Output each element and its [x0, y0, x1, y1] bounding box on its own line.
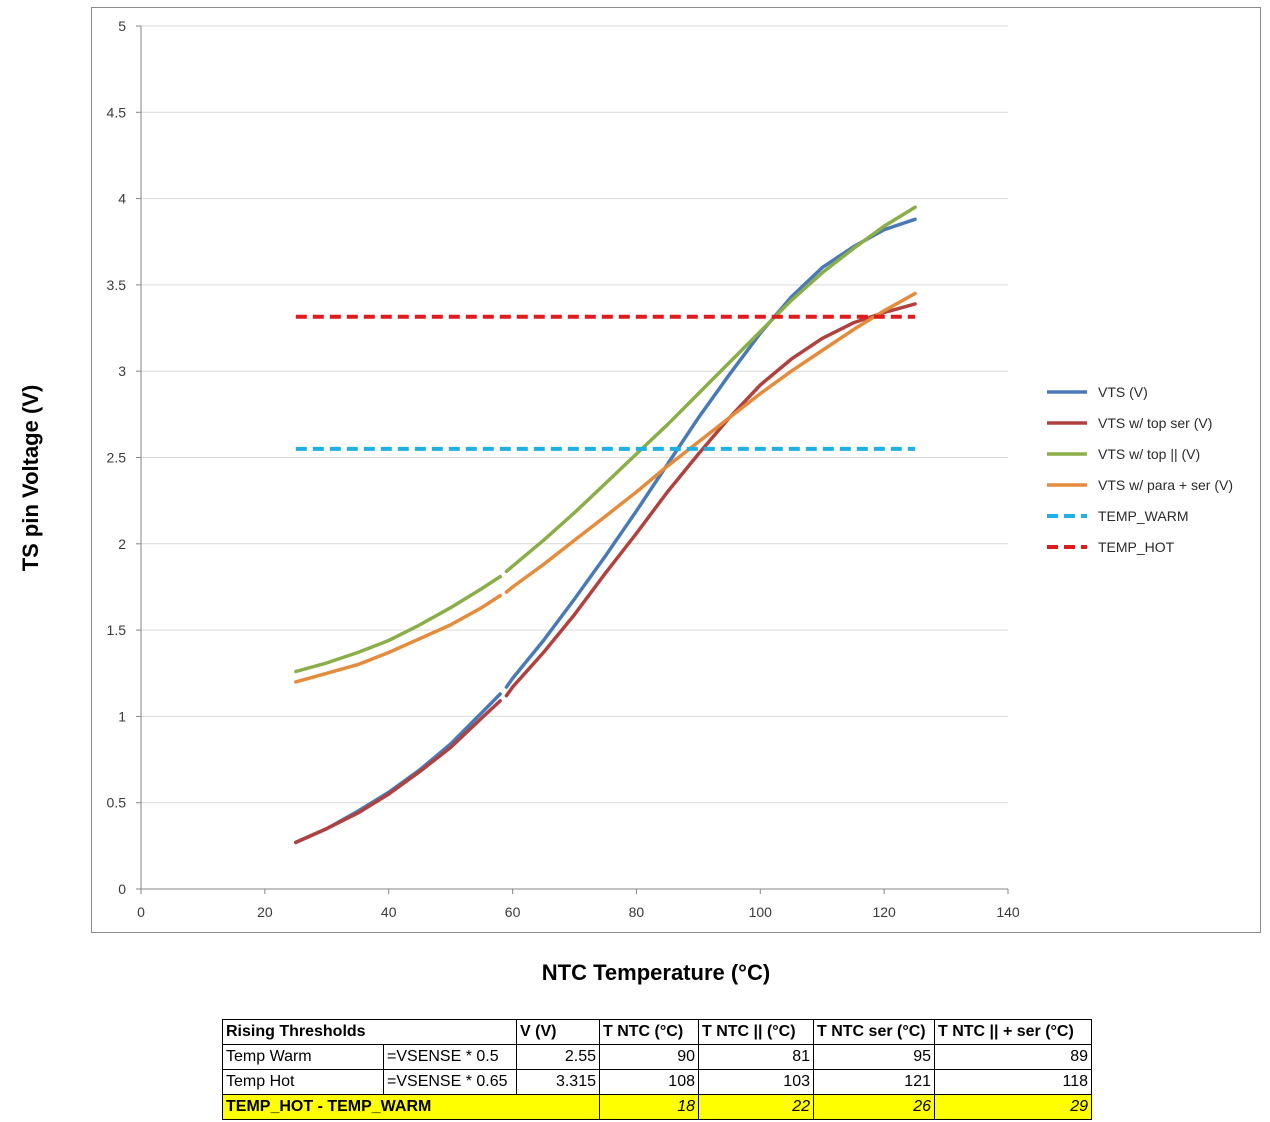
y-tick-label: 2.5 — [107, 450, 127, 466]
row-t-par-ser: 118 — [934, 1069, 1092, 1095]
table-header-t-par-ser: T NTC || + ser (°C) — [934, 1019, 1092, 1045]
y-tick-label: 1.5 — [107, 622, 127, 638]
y-tick-label: 0.5 — [107, 795, 127, 811]
threshold-table: Rising Thresholds V (V) T NTC (°C) T NTC… — [222, 1019, 1092, 1120]
row-t-ser: 95 — [813, 1044, 935, 1070]
chart-frame — [91, 7, 1261, 933]
series-line-4 — [294, 593, 502, 684]
x-tick-label: 140 — [996, 904, 1020, 920]
table-header-label: Rising Thresholds — [222, 1019, 517, 1045]
table-row: Temp Hot =VSENSE * 0.65 3.315 108 103 12… — [222, 1069, 1092, 1095]
series-line-2 — [294, 699, 502, 845]
row-t-par: 103 — [698, 1069, 814, 1095]
table-header-t-par: T NTC || (°C) — [698, 1019, 814, 1045]
series-line-3 — [294, 574, 502, 674]
row-t-par-ser: 89 — [934, 1044, 1092, 1070]
row-formula: =VSENSE * 0.65 — [383, 1069, 517, 1095]
line-chart: 0 0.5 1 1.5 2 2.5 3 3.5 4 4.5 5 0 20 40 60 80 100 120 140 N… — [18, 18, 1233, 985]
y-tick-label: 3.5 — [107, 277, 127, 293]
diff-t-ntc: 18 — [599, 1094, 699, 1120]
y-tick-label: 3 — [118, 363, 126, 379]
table-diff-row: TEMP_HOT - TEMP_WARM 18 22 26 29 — [222, 1094, 1092, 1120]
legend-entry: TEMP_HOT — [1098, 539, 1175, 555]
x-tick-label: 100 — [749, 904, 773, 920]
row-v: 2.55 — [516, 1044, 600, 1070]
x-tick-label: 0 — [137, 904, 145, 920]
diff-label: TEMP_HOT - TEMP_WARM — [222, 1094, 600, 1120]
row-t-par: 81 — [698, 1044, 814, 1070]
row-label: Temp Hot — [222, 1069, 384, 1095]
diff-t-par-ser: 29 — [934, 1094, 1092, 1120]
legend-entry: VTS w/ top || (V) — [1098, 446, 1200, 462]
legend-entry: VTS w/ para + ser (V) — [1098, 477, 1233, 493]
y-axis-title: TS pin Voltage (V) — [18, 385, 43, 572]
row-formula: =VSENSE * 0.5 — [383, 1044, 517, 1070]
diff-t-ser: 26 — [813, 1094, 935, 1120]
y-tick-label: 0 — [118, 881, 126, 897]
series-line-2 — [504, 302, 917, 698]
legend-entry: VTS w/ top ser (V) — [1098, 415, 1212, 431]
row-t-ser: 121 — [813, 1069, 935, 1095]
row-t-ntc: 90 — [599, 1044, 699, 1070]
diff-t-par: 22 — [698, 1094, 814, 1120]
table-row: Temp Warm =VSENSE * 0.5 2.55 90 81 95 89 — [222, 1044, 1092, 1070]
y-tick-label: 2 — [118, 536, 126, 552]
legend-entry: TEMP_WARM — [1098, 508, 1188, 524]
y-tick-label: 4.5 — [107, 104, 127, 120]
table-header-t-ser: T NTC ser (°C) — [813, 1019, 935, 1045]
y-tick-label: 4 — [118, 191, 126, 207]
x-tick-label: 20 — [257, 904, 273, 920]
row-t-ntc: 108 — [599, 1069, 699, 1095]
x-axis-title: NTC Temperature (°C) — [542, 960, 770, 985]
series-line-4 — [504, 291, 917, 594]
row-label: Temp Warm — [222, 1044, 384, 1070]
row-v: 3.315 — [516, 1069, 600, 1095]
y-tick-label: 1 — [118, 708, 126, 724]
x-tick-label: 60 — [505, 904, 521, 920]
table-header-v: V (V) — [516, 1019, 600, 1045]
table-header-t-ntc: T NTC (°C) — [599, 1019, 699, 1045]
table-header-row: Rising Thresholds V (V) T NTC (°C) T NTC… — [222, 1019, 1092, 1045]
series-line-3 — [504, 205, 917, 574]
y-tick-label: 5 — [118, 18, 126, 34]
x-tick-label: 120 — [872, 904, 896, 920]
x-tick-label: 40 — [381, 904, 397, 920]
x-tick-label: 80 — [629, 904, 645, 920]
legend-entry: VTS (V) — [1098, 384, 1148, 400]
series-line-1 — [504, 217, 917, 689]
